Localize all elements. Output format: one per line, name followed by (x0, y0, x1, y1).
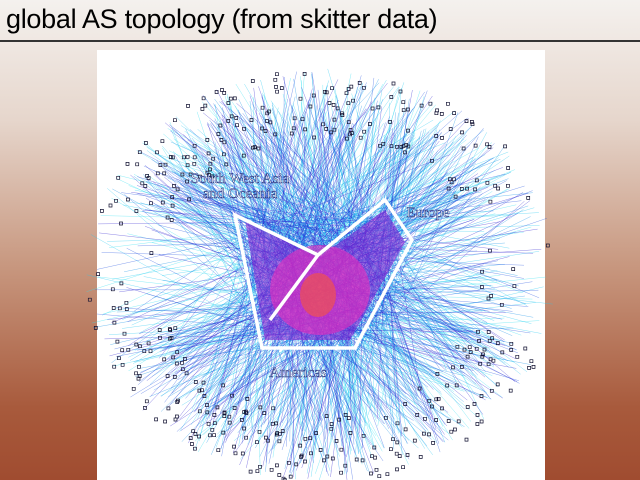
network (86, 68, 553, 480)
node-markers (87, 72, 550, 480)
core-center (300, 273, 336, 317)
region-label: and Oceania (203, 186, 278, 202)
region-label: South West Asia (191, 171, 290, 187)
slide-title: global AS topology (from skitter data) (6, 4, 438, 34)
region-label: Americas (269, 365, 327, 381)
region-divider (268, 253, 320, 322)
title-rule (0, 40, 640, 42)
region-label: Europe (406, 205, 450, 221)
